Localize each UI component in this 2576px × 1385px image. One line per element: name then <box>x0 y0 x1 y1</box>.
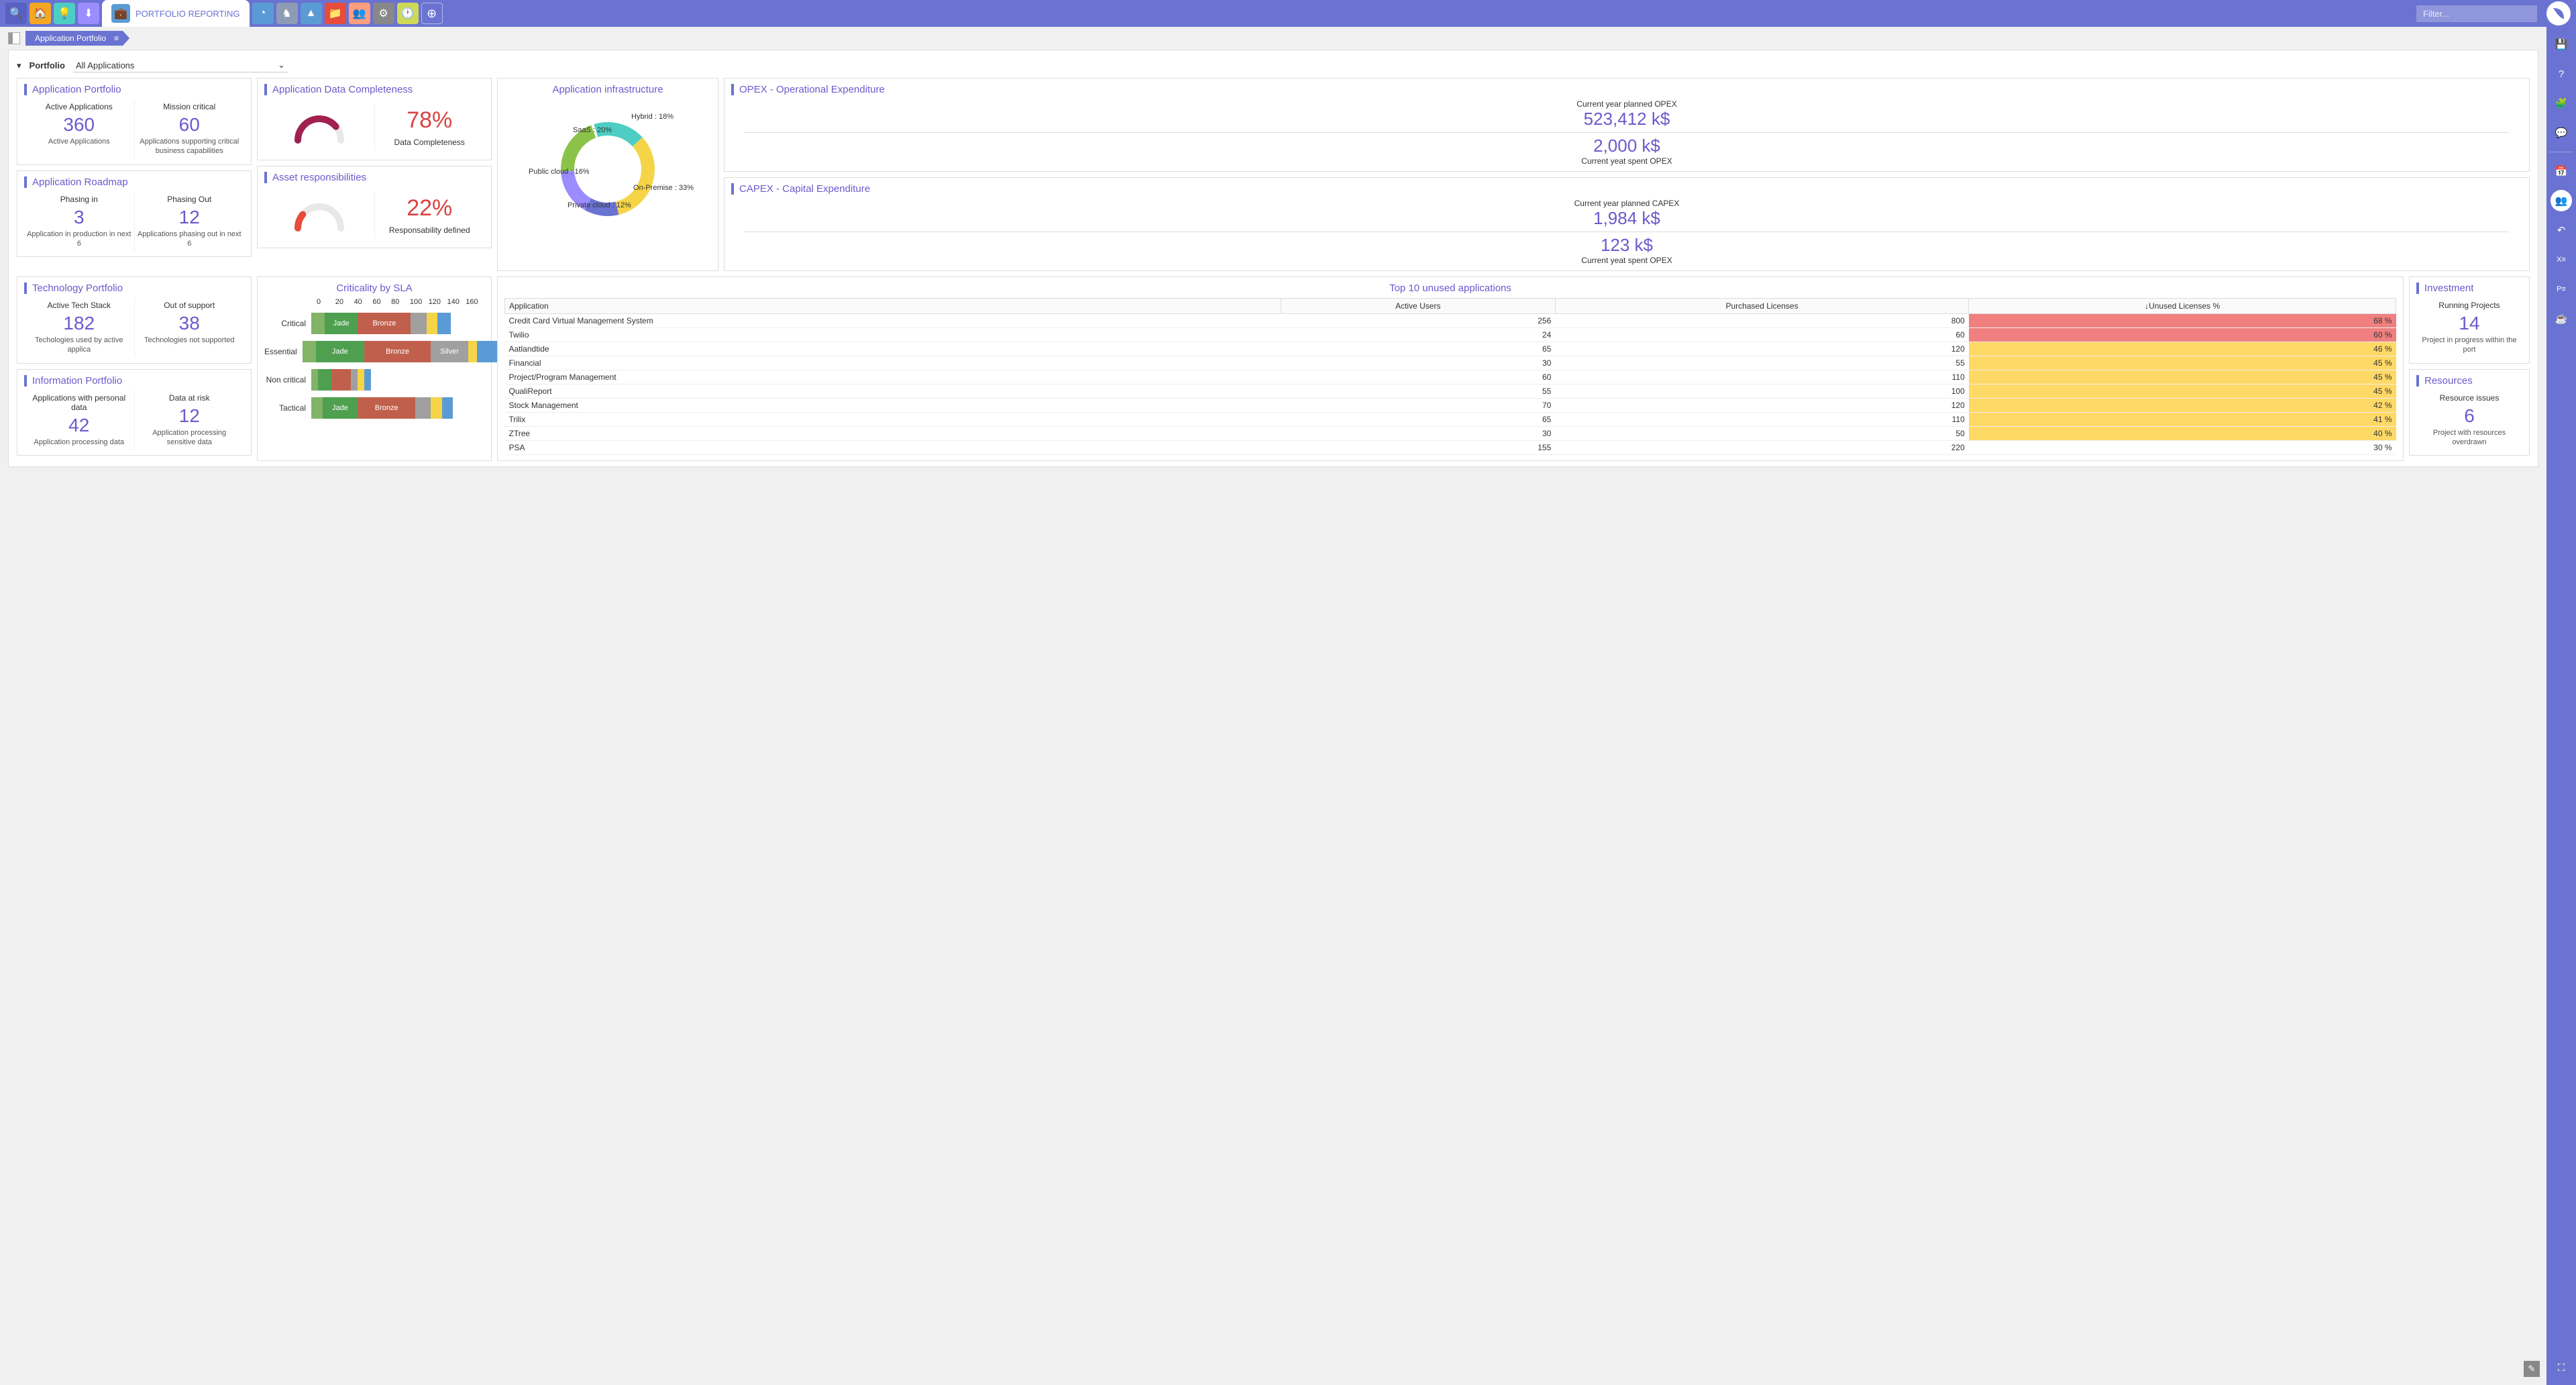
portfolio-dropdown[interactable]: All Applications ⌄ <box>73 58 288 72</box>
save-icon[interactable]: 💾 <box>2551 34 2572 55</box>
table-row[interactable]: PSA15522030 % <box>505 441 2396 455</box>
card-opex: OPEX - Operational Expenditure Current y… <box>724 78 2530 172</box>
coffee-icon[interactable]: ☕ <box>2551 308 2572 329</box>
expand-icon[interactable]: ⛶ <box>2551 1357 2572 1378</box>
team-icon[interactable]: 👥 <box>2551 190 2572 211</box>
table-row[interactable]: Project/Program Management6011045 % <box>505 370 2396 384</box>
calendar-icon[interactable]: 📅 <box>2551 160 2572 182</box>
donut-slice-label: Private cloud : 12% <box>568 201 631 209</box>
portfolio-selector-row: ▾ Portfolio All Applications ⌄ <box>17 56 2530 78</box>
criticality-bar-row: Non critical <box>264 369 484 391</box>
criticality-bar-row: CriticalJadeBronze <box>264 313 484 334</box>
table-row[interactable]: Trilix6511041 % <box>505 413 2396 427</box>
donut-slice-label: SaaS : 20% <box>573 126 612 134</box>
active-tab-label: PORTFOLIO REPORTING <box>136 9 240 19</box>
table-row[interactable]: ZTree305040 % <box>505 427 2396 441</box>
unused-table: ApplicationActive UsersPurchased License… <box>504 298 2396 455</box>
card-investment: Investment Running Projects 14 Project i… <box>2409 276 2530 364</box>
donut-slice-label: On-Premise : 33% <box>633 184 694 192</box>
breadcrumb-menu-icon: ≡ <box>114 34 119 43</box>
breadcrumb-label: Application Portfolio <box>35 34 106 43</box>
table-row[interactable]: QualiReport5510045 % <box>505 384 2396 399</box>
briefcase-icon: 💼 <box>111 4 130 23</box>
card-app-roadmap: Application Roadmap Phasing in 3 Applica… <box>17 170 252 258</box>
table-row[interactable]: Credit Card Virtual Management System256… <box>505 314 2396 328</box>
clock-icon[interactable]: 🕐 <box>397 3 419 24</box>
powerpoint-icon[interactable]: P≡ <box>2551 278 2572 300</box>
selector-label: Portfolio <box>30 60 65 70</box>
folder-icon[interactable]: 📁 <box>325 3 346 24</box>
filter-input-wrap <box>2416 5 2537 22</box>
breadcrumb-chip[interactable]: Application Portfolio ≡ <box>25 31 129 46</box>
add-tab-icon[interactable]: ⊕ <box>421 3 443 24</box>
criticality-bar-row: EssentialJadeBronzeSilver <box>264 341 484 362</box>
card-asset-resp: Asset responsibilities 22% Responsabilit… <box>257 166 492 248</box>
users-icon[interactable]: 👥 <box>349 3 370 24</box>
criticality-bar-row: TacticalJadeBronze <box>264 397 484 419</box>
breadcrumb-row: Application Portfolio ≡ <box>0 27 2576 50</box>
donut-slice-label: Hybrid : 18% <box>631 113 674 121</box>
card-app-portfolio: Application Portfolio Active Application… <box>17 78 252 165</box>
card-resources: Resources Resource issues 6 Project with… <box>2409 369 2530 456</box>
card-criticality: Criticality by SLA 020406080100120140160… <box>257 276 492 461</box>
infra-donut: Hybrid : 18%On-Premise : 33%Private clou… <box>541 102 675 236</box>
panel-toggle-icon[interactable] <box>8 32 20 44</box>
hierarchy-icon[interactable]: ▲ <box>301 3 322 24</box>
table-row[interactable]: Aatlandtide6512046 % <box>505 342 2396 356</box>
gauge-asset <box>289 191 350 238</box>
app-logo-icon[interactable] <box>2546 1 2571 25</box>
chart-icon[interactable]: ◔ <box>252 3 274 24</box>
card-infrastructure: Application infrastructure Hybrid : 18%O… <box>497 78 718 271</box>
puzzle-icon[interactable]: 🧩 <box>2551 93 2572 114</box>
top-navbar: 🔍 🏠 💡 ⬇ 💼 PORTFOLIO REPORTING ◔ ♞ ▲ 📁 👥 … <box>0 0 2576 27</box>
home-icon[interactable]: 🏠 <box>30 3 51 24</box>
gauge-completeness <box>289 103 350 150</box>
donut-slice-label: Public cloud : 16% <box>529 168 590 176</box>
card-tech-portfolio: Technology Portfolio Active Tech Stack 1… <box>17 276 252 364</box>
excel-icon[interactable]: X≡ <box>2551 249 2572 270</box>
card-title: Application Portfolio <box>24 84 244 95</box>
idea-icon[interactable]: 💡 <box>54 3 75 24</box>
dropdown-value: All Applications <box>76 60 134 70</box>
dashboard-container: ▾ Portfolio All Applications ⌄ Applicati… <box>8 50 2538 467</box>
card-completeness: Application Data Completeness 78% Data C… <box>257 78 492 160</box>
criticality-bars: CriticalJadeBronze EssentialJadeBronzeSil… <box>264 313 484 419</box>
edit-icon[interactable]: ✎ <box>2524 1361 2540 1377</box>
table-row[interactable]: Twilio246060 % <box>505 328 2396 342</box>
table-header-row: ApplicationActive UsersPurchased License… <box>505 299 2396 314</box>
gear-icon[interactable]: ⚙ <box>373 3 394 24</box>
card-capex: CAPEX - Capital Expenditure Current year… <box>724 177 2530 271</box>
card-unused-apps: Top 10 unused applications ApplicationAc… <box>497 276 2404 461</box>
right-sidebar: 💾 ? 🧩 💬 📅 👥 ↶ X≡ P≡ ☕ ⛶ <box>2546 27 2576 1385</box>
comment-icon[interactable]: 💬 <box>2551 122 2572 144</box>
table-row[interactable]: Financial305545 % <box>505 356 2396 370</box>
caret-icon[interactable]: ▾ <box>17 60 21 71</box>
tab-portfolio-reporting[interactable]: 💼 PORTFOLIO REPORTING <box>102 0 250 27</box>
criticality-axis: 020406080100120140160 <box>317 298 484 306</box>
chevron-down-icon: ⌄ <box>278 60 285 70</box>
filter-input[interactable] <box>2416 5 2537 22</box>
search-icon[interactable]: 🔍 <box>5 3 27 24</box>
chess-icon[interactable]: ♞ <box>276 3 298 24</box>
download-icon[interactable]: ⬇ <box>78 3 99 24</box>
undo-icon[interactable]: ↶ <box>2551 219 2572 241</box>
table-row[interactable]: Stock Management7012042 % <box>505 399 2396 413</box>
card-info-portfolio: Information Portfolio Applications with … <box>17 369 252 456</box>
help-icon[interactable]: ? <box>2551 63 2572 85</box>
